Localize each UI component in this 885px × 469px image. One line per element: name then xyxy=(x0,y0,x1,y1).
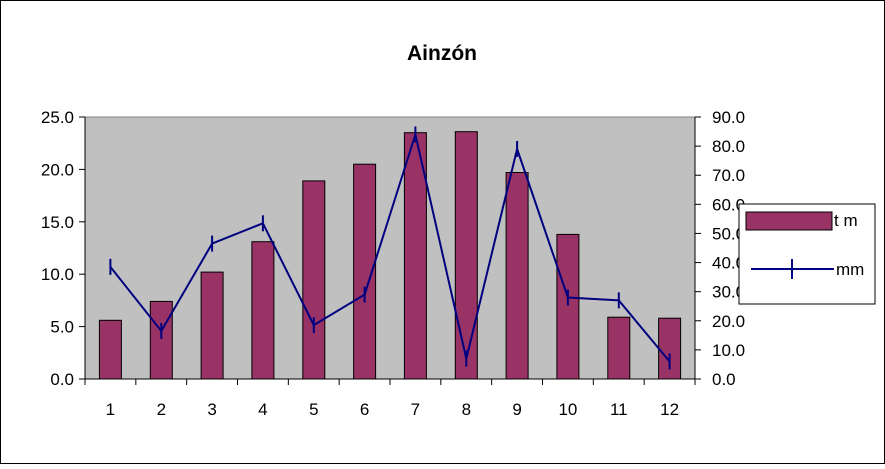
bar-10 xyxy=(556,233,580,380)
x-tick-label-5: 5 xyxy=(309,400,318,419)
line-series-mm xyxy=(109,130,671,363)
axes: 1 2 3 4 5 6 7 8 9 10 11 120.05.010.015.020.025.00.0… xyxy=(41,108,745,419)
y-left-tick-label-20.0: 20.0 xyxy=(41,160,74,179)
legend-swatch-bar xyxy=(745,211,833,231)
x-tick-label-8: 8 xyxy=(462,400,471,419)
x-tick-label-2: 2 xyxy=(157,400,166,419)
x-tick-label-4: 4 xyxy=(258,400,267,419)
x-tick-label-9: 9 xyxy=(512,400,521,419)
legend-label-tm: t m xyxy=(834,211,858,230)
legend-label-mm: mm xyxy=(836,260,864,279)
bar-1 xyxy=(98,319,122,380)
bar-3 xyxy=(200,271,224,380)
x-tick-label-6: 6 xyxy=(360,400,369,419)
y-right-tick-label-10.0: 10.0 xyxy=(712,341,745,360)
y-right-tick-label-90.0: 90.0 xyxy=(712,108,745,127)
bar-series xyxy=(98,131,682,380)
bar-12 xyxy=(658,317,682,380)
x-tick-label-11: 11 xyxy=(610,400,628,419)
y-right-tick-label-20.0: 20.0 xyxy=(712,312,745,331)
y-right-tick-label-50.0: 50.0 xyxy=(712,224,745,243)
x-tick-label-12: 12 xyxy=(660,400,679,419)
bar-4 xyxy=(251,241,275,380)
x-tick-label-3: 3 xyxy=(207,400,216,419)
bar-9 xyxy=(505,172,529,380)
x-tick-label-1: 1 xyxy=(106,400,115,419)
y-left-tick-label-10.0: 10.0 xyxy=(41,265,74,284)
y-right-tick-label-30.0: 30.0 xyxy=(712,283,745,302)
bar-8 xyxy=(454,131,478,380)
chart-title: Ainzón xyxy=(407,42,477,65)
y-left-tick-label-0.0: 0.0 xyxy=(50,370,74,389)
y-right-tick-label-70.0: 70.0 xyxy=(712,166,745,185)
plot-area xyxy=(84,116,696,380)
x-tick-label-10: 10 xyxy=(558,400,577,419)
bar-11 xyxy=(607,316,631,380)
x-tick-label-7: 7 xyxy=(411,400,420,419)
bar-2 xyxy=(149,300,173,380)
legend: t m mm xyxy=(738,203,876,305)
y-right-tick-label-60.0: 60.0 xyxy=(712,195,745,214)
y-left-tick-label-5.0: 5.0 xyxy=(50,318,74,337)
y-right-tick-label-0.0: 0.0 xyxy=(712,370,736,389)
y-right-tick-label-40.0: 40.0 xyxy=(712,254,745,273)
y-right-tick-label-80.0: 80.0 xyxy=(712,137,745,156)
bar-5 xyxy=(302,180,326,380)
y-left-tick-label-25.0: 25.0 xyxy=(41,108,74,127)
y-left-tick-label-15.0: 15.0 xyxy=(41,213,74,232)
line-series-layer xyxy=(109,126,671,370)
